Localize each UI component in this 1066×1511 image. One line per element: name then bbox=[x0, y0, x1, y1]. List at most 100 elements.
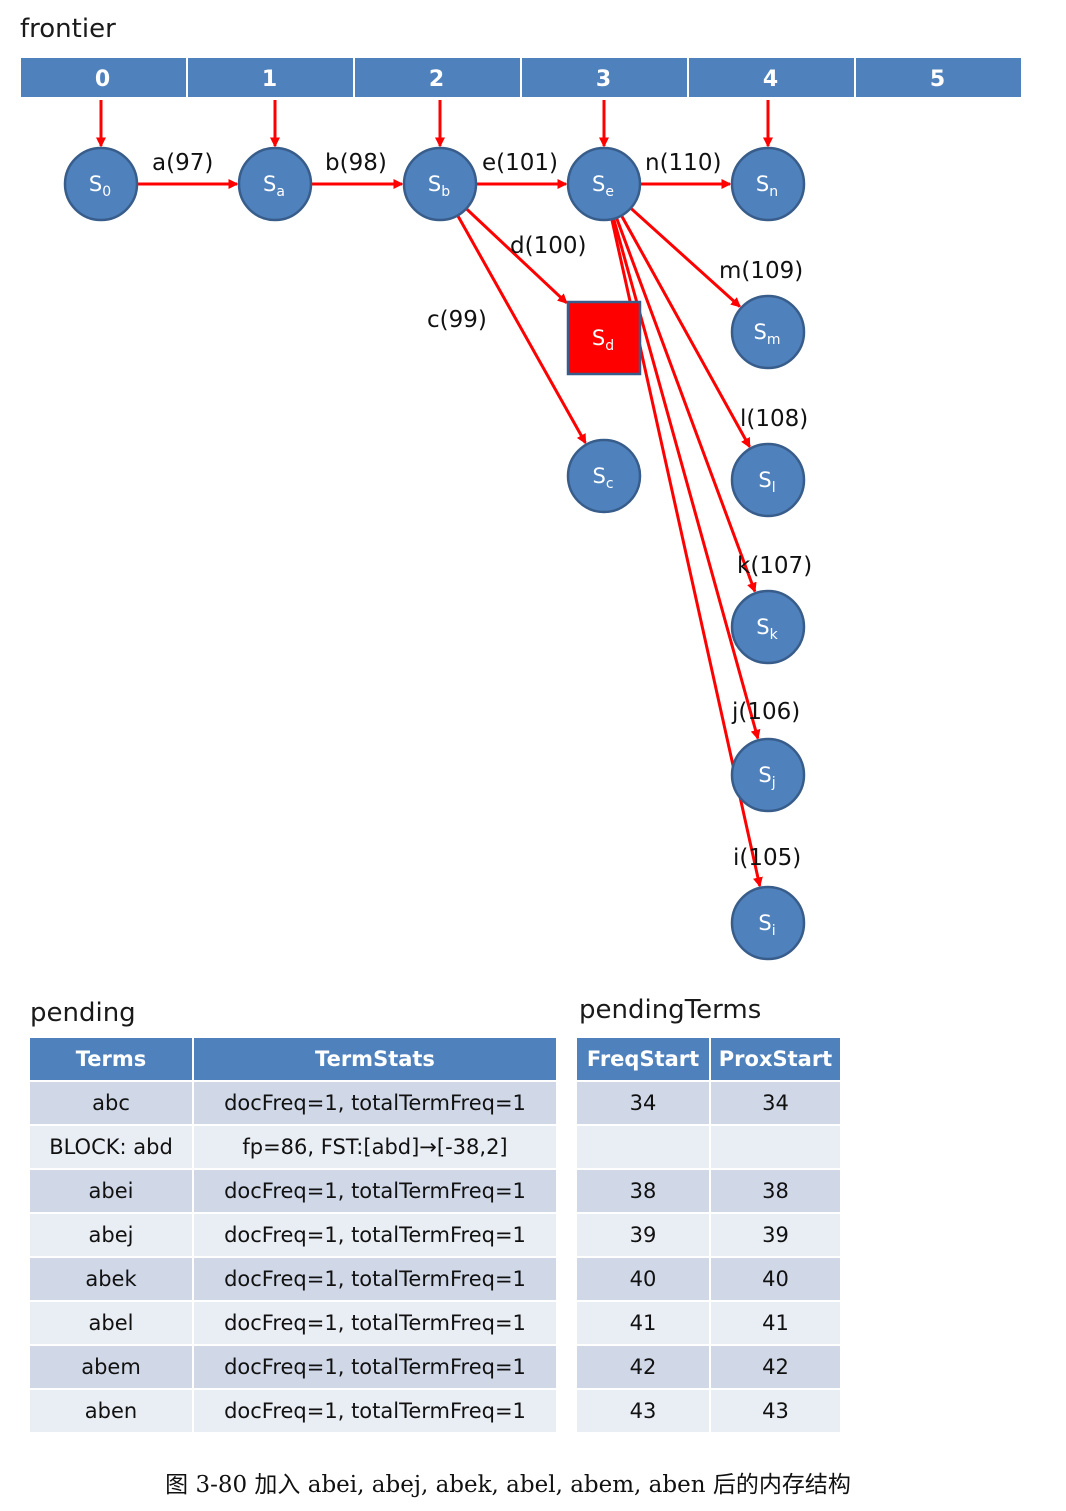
term-cell: abek bbox=[28, 1256, 194, 1302]
pending-row: abej docFreq=1, totalTermFreq=1 bbox=[28, 1212, 558, 1258]
edge-label: i(105) bbox=[733, 845, 801, 871]
proxstart-cell: 41 bbox=[709, 1300, 842, 1346]
edge-label: b(98) bbox=[325, 150, 387, 176]
pending-table: Terms TermStats abc docFreq=1, totalTermF… bbox=[28, 1036, 558, 1434]
edge-se-sk bbox=[614, 215, 757, 593]
nodes-layer: S0 Sa Sb Se Sn Sd Sc Sm Sl Sk Sj Si bbox=[63, 146, 806, 961]
edge-label: l(108) bbox=[740, 406, 808, 432]
proxstart-cell: 43 bbox=[709, 1388, 842, 1434]
node-label: Se bbox=[592, 172, 614, 200]
pendingterms-row: 39 39 bbox=[575, 1212, 842, 1258]
termstats-cell: docFreq=1, totalTermFreq=1 bbox=[192, 1212, 558, 1258]
frontier-cell-4 bbox=[687, 56, 856, 99]
pendingterms-table: FreqStart ProxStart 34 34 38 38 39 39 40 40 41 41… bbox=[575, 1036, 842, 1434]
frontier-cell-label: 1 bbox=[262, 67, 277, 92]
edge-label: c(99) bbox=[427, 307, 487, 333]
pendingterms-row bbox=[575, 1124, 842, 1170]
term-cell: abel bbox=[28, 1300, 194, 1346]
fst-diagram: 0 1 2 3 4 5 a(97) b(98) e(101) n(110) d(100) c(99)… bbox=[19, 56, 1023, 961]
freqstart-cell: 39 bbox=[575, 1212, 711, 1258]
node-sc: Sc bbox=[566, 438, 642, 514]
term-cell: abem bbox=[28, 1344, 194, 1390]
terms-header: Terms bbox=[28, 1036, 194, 1082]
pendingterms-title: pendingTerms bbox=[579, 995, 762, 1025]
pending-row: abek docFreq=1, totalTermFreq=1 bbox=[28, 1256, 558, 1302]
proxstart-cell bbox=[709, 1124, 842, 1170]
freqstart-cell: 34 bbox=[575, 1080, 711, 1126]
node-label: Sa bbox=[263, 172, 285, 200]
node-sb: Sb bbox=[402, 146, 478, 222]
term-cell: abc bbox=[28, 1080, 194, 1126]
node-label: Sn bbox=[756, 172, 778, 200]
node-label: S0 bbox=[89, 172, 111, 200]
termstats-cell: docFreq=1, totalTermFreq=1 bbox=[192, 1344, 558, 1390]
edge-se-sm bbox=[628, 205, 741, 308]
frontier-cell-5 bbox=[854, 56, 1023, 99]
proxstart-header: ProxStart bbox=[709, 1036, 842, 1082]
edge-label: m(109) bbox=[719, 258, 803, 284]
edge-label: n(110) bbox=[645, 150, 721, 176]
node-label: Sc bbox=[592, 464, 613, 492]
pending-row: abem docFreq=1, totalTermFreq=1 bbox=[28, 1344, 558, 1390]
frontier-cell-label: 0 bbox=[95, 67, 110, 92]
edge-label: e(101) bbox=[482, 150, 558, 176]
term-cell: aben bbox=[28, 1388, 194, 1434]
freqstart-cell: 43 bbox=[575, 1388, 711, 1434]
pendingterms-row: 38 38 bbox=[575, 1168, 842, 1214]
freqstart-cell: 38 bbox=[575, 1168, 711, 1214]
pendingterms-row: 34 34 bbox=[575, 1080, 842, 1126]
node-si: Si bbox=[730, 885, 806, 961]
term-cell: BLOCK: abd bbox=[28, 1124, 194, 1170]
proxstart-cell: 34 bbox=[709, 1080, 842, 1126]
node-sk: Sk bbox=[730, 589, 806, 665]
figure-caption: 图 3-80 加入 abei, abej, abek, abel, abem, … bbox=[165, 1472, 851, 1498]
node-s0: S0 bbox=[63, 146, 139, 222]
freqstart-cell bbox=[575, 1124, 711, 1170]
frontier-cell-1 bbox=[186, 56, 355, 99]
pending-row: BLOCK: abd fp=86, FST:[abd]→[-38,2] bbox=[28, 1124, 558, 1170]
pending-row: abc docFreq=1, totalTermFreq=1 bbox=[28, 1080, 558, 1126]
freqstart-header: FreqStart bbox=[575, 1036, 711, 1082]
freqstart-cell: 40 bbox=[575, 1256, 711, 1302]
pendingterms-row: 40 40 bbox=[575, 1256, 842, 1302]
edge-label: a(97) bbox=[152, 150, 213, 176]
node-label: Sj bbox=[758, 763, 775, 791]
edges-layer: a(97) b(98) e(101) n(110) d(100) c(99) m(109) l… bbox=[96, 100, 812, 888]
proxstart-cell: 42 bbox=[709, 1344, 842, 1390]
frontier-cell-label: 4 bbox=[763, 67, 778, 92]
edge-label: d(100) bbox=[510, 233, 586, 259]
termstats-cell: docFreq=1, totalTermFreq=1 bbox=[192, 1256, 558, 1302]
termstats-cell: docFreq=1, totalTermFreq=1 bbox=[192, 1168, 558, 1214]
edge-se-sl bbox=[619, 213, 751, 449]
proxstart-cell: 38 bbox=[709, 1168, 842, 1214]
edge-sb-sd bbox=[463, 206, 568, 304]
node-sa: Sa bbox=[237, 146, 313, 222]
edge-sb-sc bbox=[455, 212, 587, 445]
node-label: Sm bbox=[754, 320, 781, 348]
node-sm: Sm bbox=[730, 294, 806, 370]
freqstart-cell: 41 bbox=[575, 1300, 711, 1346]
pendingterms-header-row: FreqStart ProxStart bbox=[575, 1036, 842, 1082]
pending-title: pending bbox=[30, 998, 136, 1028]
termstats-cell: docFreq=1, totalTermFreq=1 bbox=[192, 1388, 558, 1434]
frontier-title: frontier bbox=[20, 14, 116, 44]
termstats-cell: fp=86, FST:[abd]→[-38,2] bbox=[192, 1124, 558, 1170]
pending-header-row: Terms TermStats bbox=[28, 1036, 558, 1082]
node-sj: Sj bbox=[730, 737, 806, 813]
pendingterms-row: 41 41 bbox=[575, 1300, 842, 1346]
frontier-cell-label: 5 bbox=[930, 67, 945, 92]
termstats-header: TermStats bbox=[192, 1036, 558, 1082]
proxstart-cell: 40 bbox=[709, 1256, 842, 1302]
termstats-cell: docFreq=1, totalTermFreq=1 bbox=[192, 1080, 558, 1126]
pendingterms-row: 43 43 bbox=[575, 1388, 842, 1434]
frontier-bar: 0 1 2 3 4 5 bbox=[19, 56, 1023, 99]
edge-label: j(106) bbox=[731, 699, 800, 725]
proxstart-cell: 39 bbox=[709, 1212, 842, 1258]
node-label: Si bbox=[758, 911, 775, 939]
node-se: Se bbox=[566, 146, 642, 222]
pendingterms-row: 42 42 bbox=[575, 1344, 842, 1390]
node-label: Sl bbox=[758, 468, 775, 496]
pending-row: abel docFreq=1, totalTermFreq=1 bbox=[28, 1300, 558, 1346]
pending-row: abei docFreq=1, totalTermFreq=1 bbox=[28, 1168, 558, 1214]
node-sl: Sl bbox=[730, 442, 806, 518]
